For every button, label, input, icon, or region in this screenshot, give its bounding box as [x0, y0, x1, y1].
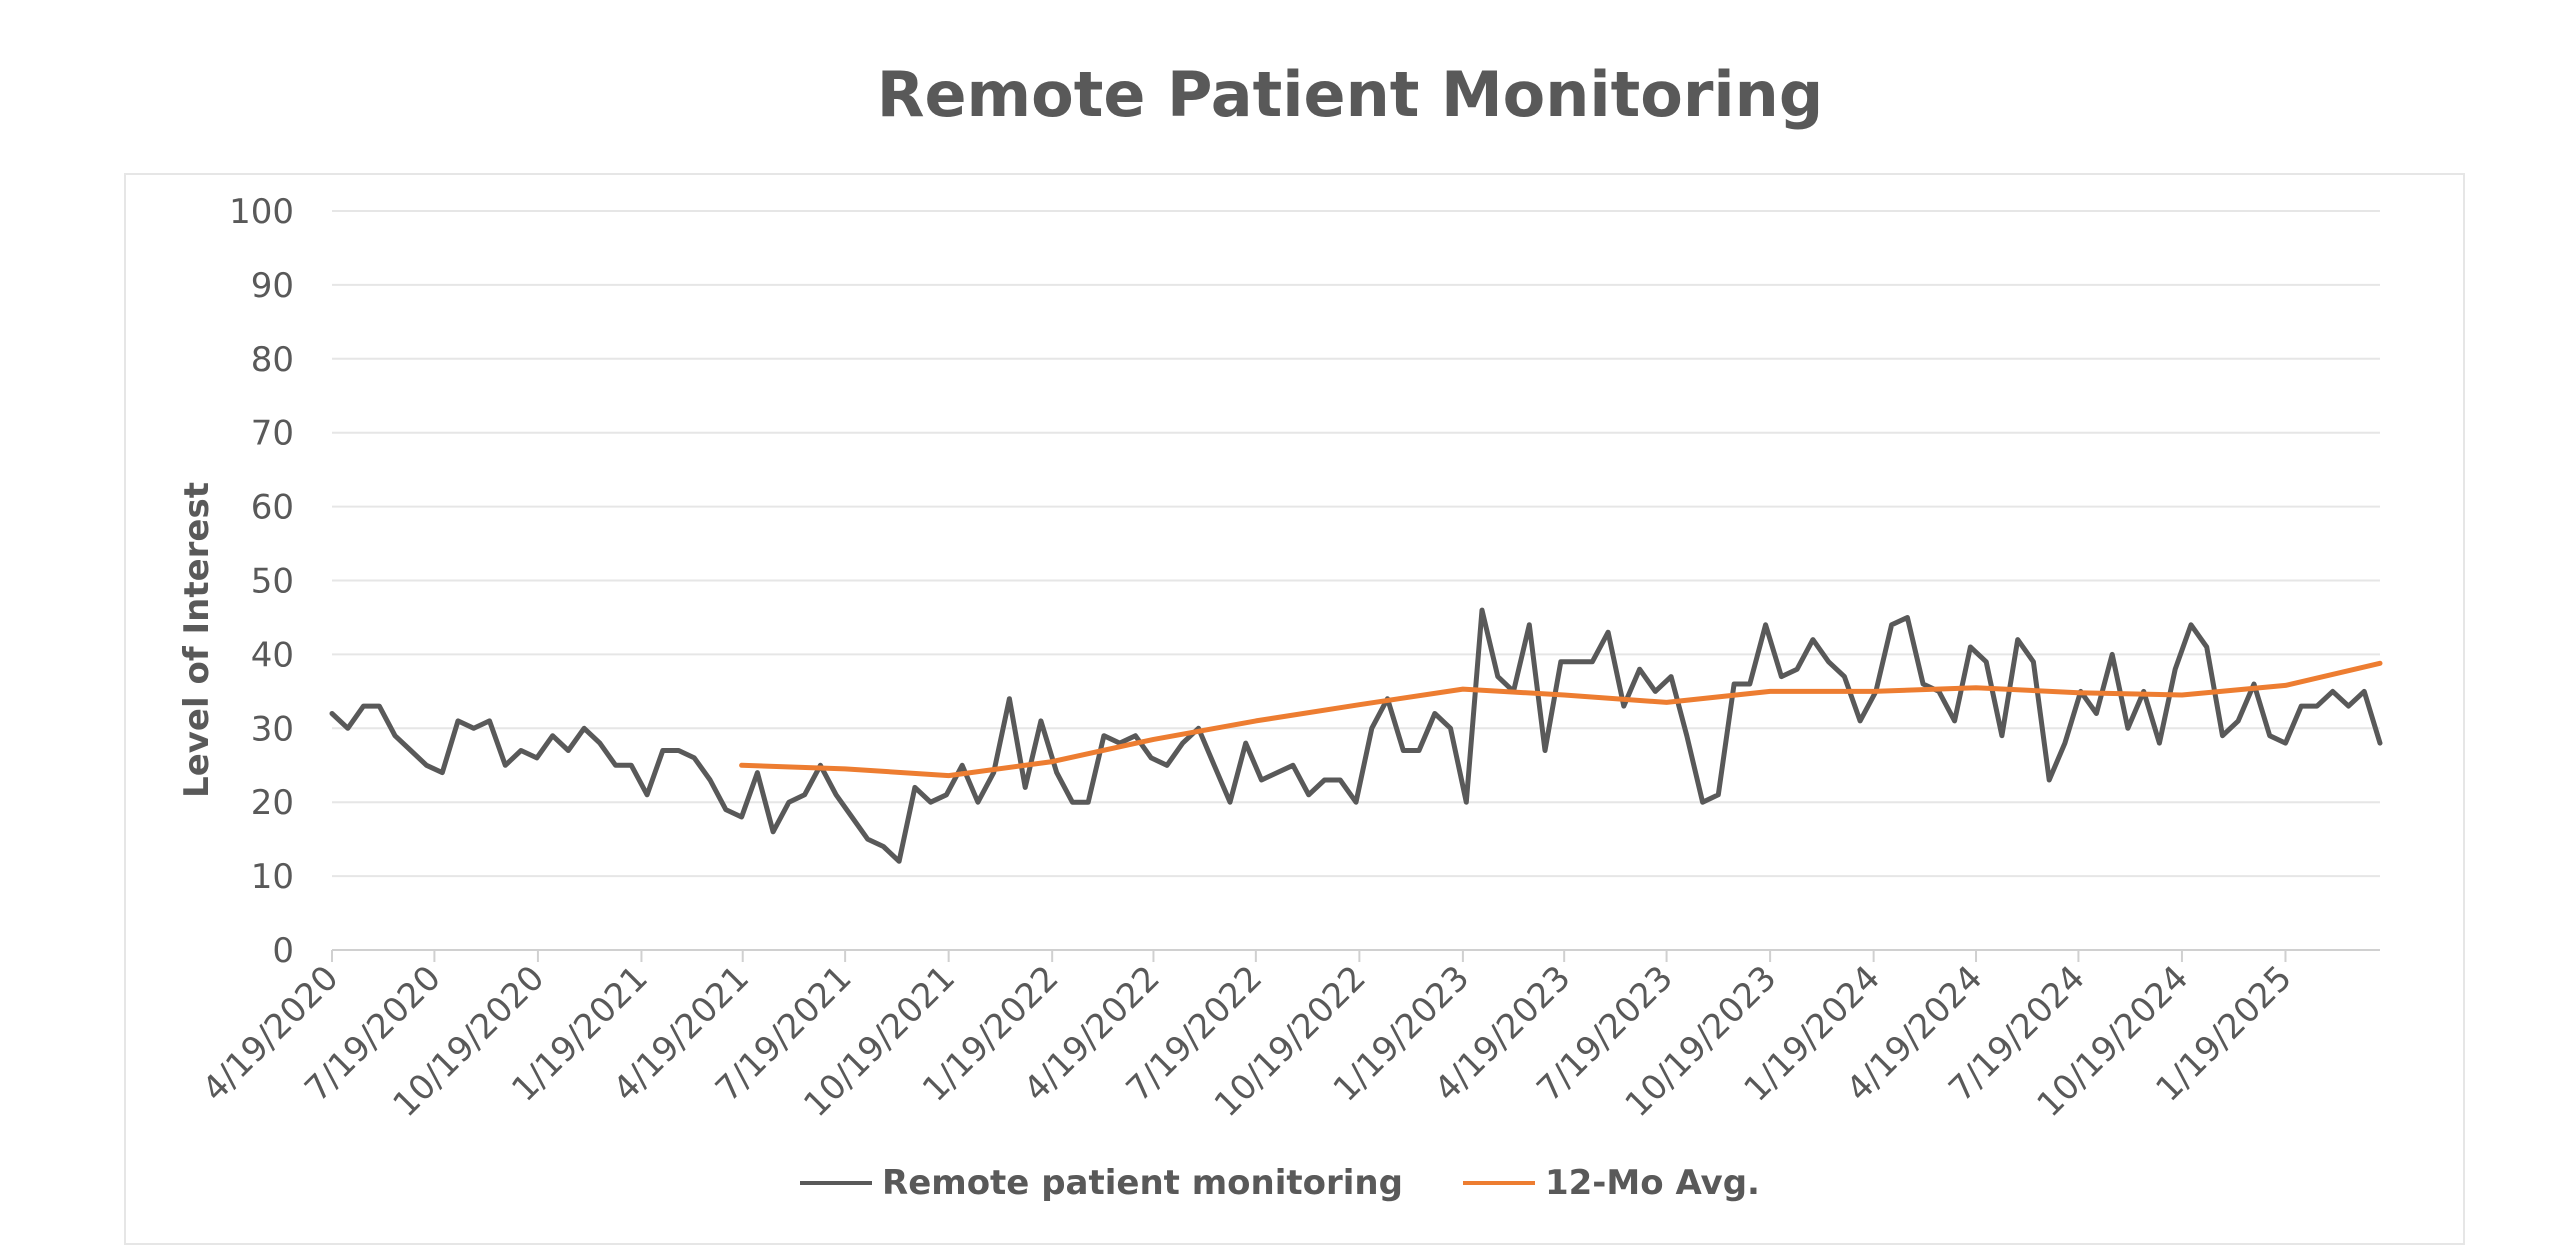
- y-axis-title: Level of Interest: [177, 482, 217, 798]
- legend-swatch-series-2: [1462, 1181, 1535, 1185]
- y-tick-label: 90: [251, 266, 294, 306]
- legend-item-series-1: Remote patient monitoring: [800, 1163, 1403, 1203]
- y-tick-label: 50: [251, 562, 294, 602]
- legend-label-series-2: 12-Mo Avg.: [1544, 1163, 1760, 1203]
- x-axis-ticks: 4/19/20207/19/202010/19/20201/19/20214/1…: [195, 950, 2300, 1125]
- legend: Remote patient monitoring 12-Mo Avg.: [0, 1163, 2560, 1203]
- y-tick-label: 10: [251, 857, 294, 897]
- y-tick-label: 80: [251, 340, 294, 380]
- series-line-2: [739, 660, 2383, 779]
- y-tick-label: 20: [251, 783, 294, 823]
- legend-swatch-series-1: [800, 1181, 873, 1185]
- legend-item-series-2: 12-Mo Avg.: [1462, 1163, 1760, 1203]
- chart-frame: [124, 173, 2465, 1245]
- y-tick-label: 70: [251, 414, 294, 454]
- series-line-1: [329, 607, 2383, 864]
- y-tick-label: 30: [251, 709, 294, 749]
- y-tick-label: 60: [251, 488, 294, 528]
- y-tick-label: 0: [272, 931, 294, 971]
- legend-label-series-1: Remote patient monitoring: [882, 1163, 1403, 1203]
- series-lines: [329, 607, 2383, 864]
- chart-title: Remote Patient Monitoring: [876, 58, 1824, 131]
- grid-lines: [332, 210, 2380, 951]
- y-axis-ticks: 0 10 20 30 40 50 60 70 80 90 100: [229, 192, 294, 971]
- y-tick-label: 100: [229, 192, 294, 232]
- y-tick-label: 40: [251, 635, 294, 675]
